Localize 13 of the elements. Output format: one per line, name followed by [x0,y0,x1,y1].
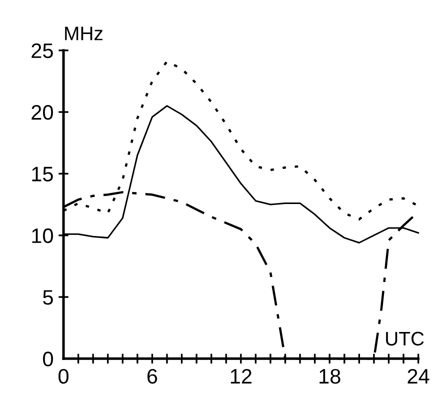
y-tick-label: 20 [32,105,53,120]
y-tick-label: 25 [32,43,53,58]
x-tick-label: 24 [408,368,430,384]
x-tick-label: 0 [58,368,68,384]
y-tick-label: 15 [32,166,53,182]
x-tick-label: 6 [147,368,158,384]
x-tick-label: 12 [230,368,252,384]
x-axis-title: UTC [386,332,424,346]
y-tick-label: 0 [43,352,53,366]
y-axis-title: MHz [65,26,103,40]
x-tick-label: 18 [320,368,340,384]
y-tick-label: 10 [32,228,53,244]
y-tick-label: 5 [43,290,53,305]
